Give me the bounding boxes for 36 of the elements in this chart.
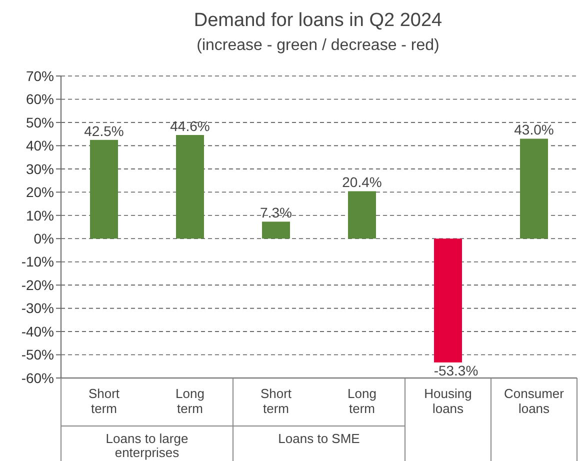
- bar: [348, 191, 376, 239]
- data-label: 20.4%: [342, 174, 382, 190]
- x-tick-label: Consumer loans: [504, 386, 565, 416]
- y-tick-label: -20%: [21, 276, 54, 293]
- data-label: 44.6%: [170, 118, 210, 134]
- y-tick-label: 0%: [34, 230, 54, 247]
- data-label: 7.3%: [260, 204, 292, 221]
- y-tick-label: 60%: [26, 91, 54, 108]
- bar: [434, 238, 462, 362]
- x-tick-label: Short term: [260, 386, 292, 416]
- data-label: 42.5%: [84, 122, 124, 139]
- data-label: -53.3%: [434, 362, 478, 378]
- y-tick-label: 20%: [26, 184, 54, 200]
- x-tick-label: Long term: [176, 386, 204, 416]
- x-tick-label: Short term: [88, 386, 120, 416]
- data-label: 43.0%: [514, 122, 554, 138]
- y-tick-label: 70%: [26, 68, 54, 84]
- bar: [520, 138, 548, 239]
- y-tick-label: -40%: [21, 323, 54, 340]
- y-tick-label: 30%: [26, 160, 54, 177]
- y-tick-label: 40%: [26, 138, 54, 154]
- y-tick-label: -60%: [21, 370, 54, 386]
- chart-subtitle: (increase - green / decrease - red): [196, 37, 440, 54]
- bar: [262, 222, 290, 239]
- text: Loans to SME: [278, 431, 360, 446]
- bar: [176, 135, 204, 239]
- y-tick-label: -50%: [21, 346, 54, 363]
- chart-title: Demand for loans in Q2 2024: [194, 10, 443, 31]
- bar: [90, 140, 118, 239]
- y-tick-label: -30%: [21, 300, 54, 316]
- y-tick-label: -10%: [21, 254, 54, 270]
- x-tick-label: Long term: [348, 386, 376, 416]
- y-tick-label: 50%: [26, 114, 54, 130]
- text: Loans to large enterprises: [106, 431, 188, 460]
- x-tick-label: Housing loans: [424, 386, 472, 416]
- y-tick-label: 10%: [26, 207, 54, 224]
